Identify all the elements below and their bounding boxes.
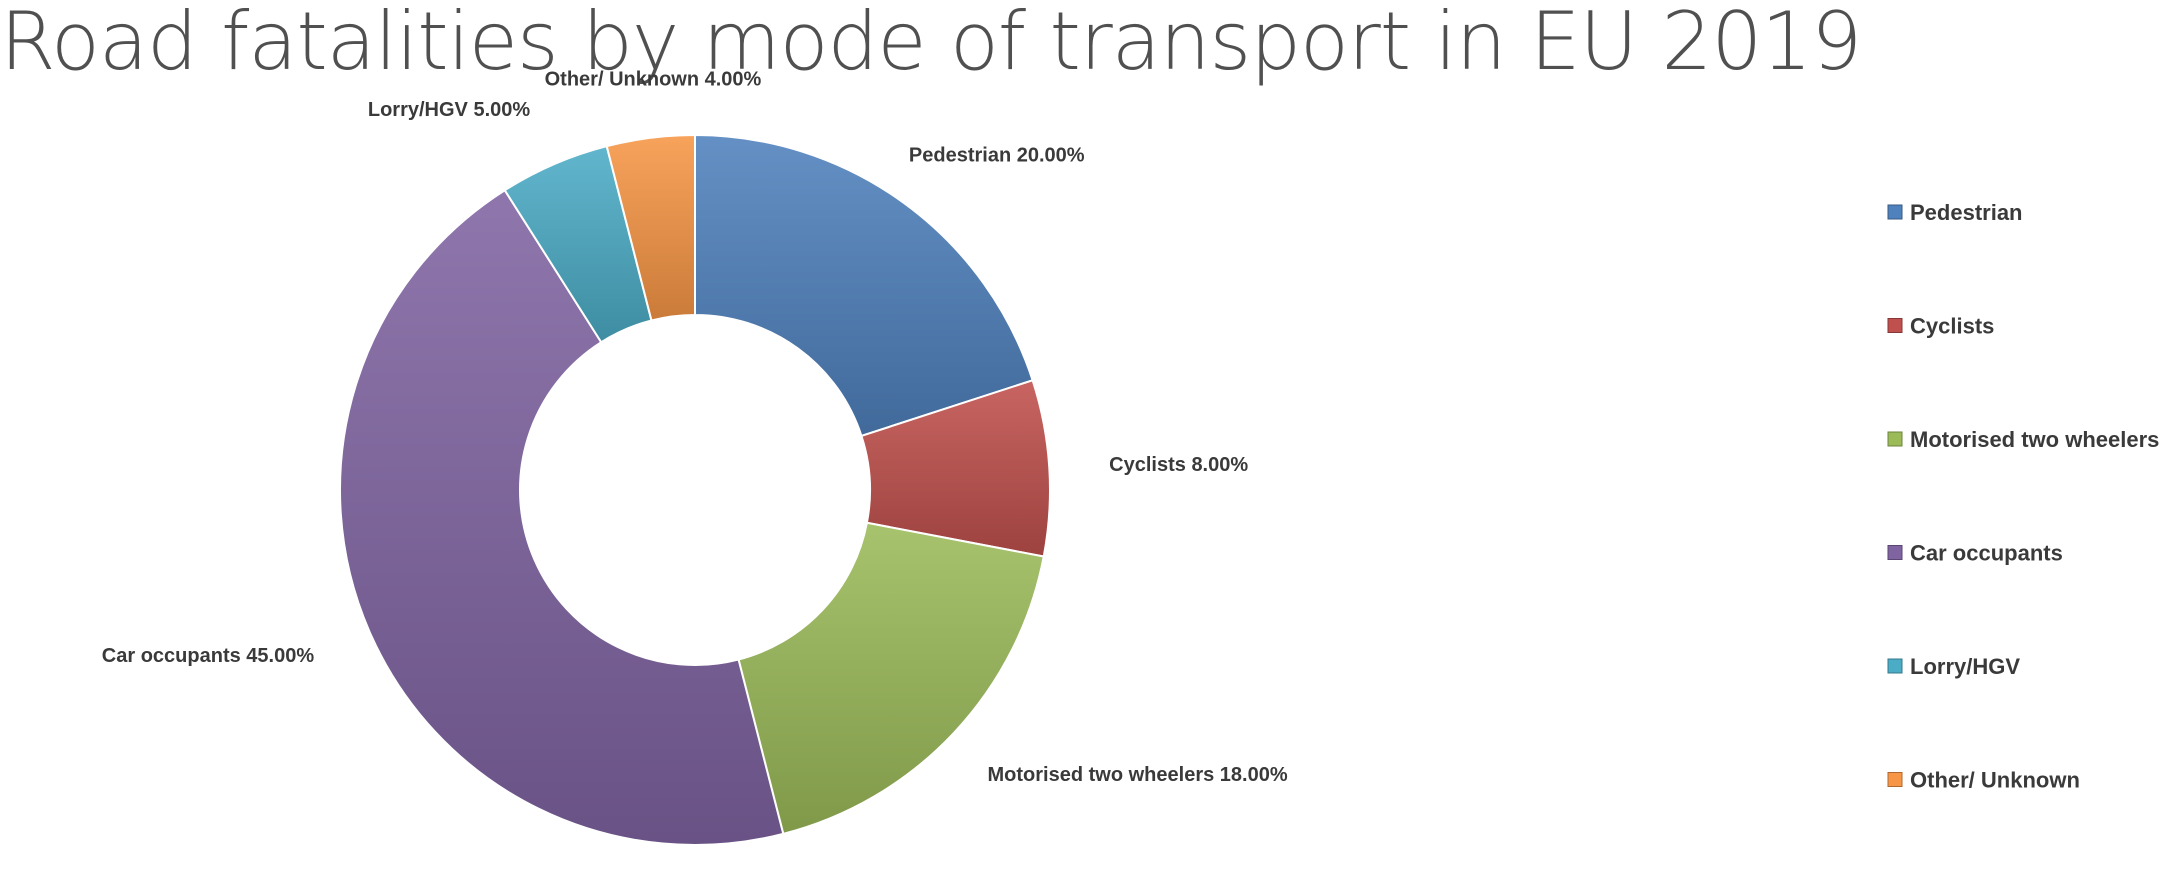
- data-labels-layer: Pedestrian 20.00% Cyclists 8.00% Motorised…: [102, 68, 1288, 786]
- slice-pedestrian: [694, 133, 1034, 438]
- slices-layer: [339, 133, 1051, 846]
- legend-swatch: [1887, 431, 1903, 447]
- data-label-pedestrian: Pedestrian 20.00%: [909, 144, 1085, 166]
- data-label-cyclists: Cyclists 8.00%: [1109, 454, 1248, 476]
- legend-item-pedestrian: Pedestrian: [1887, 200, 2023, 225]
- legend-item-cyclists: Cyclists: [1887, 314, 1994, 339]
- legend-label: Other/ Unknown: [1910, 768, 2080, 793]
- legend-item-car-occupants: Car occupants: [1887, 541, 2063, 566]
- slice-other-unknown: [605, 133, 696, 322]
- data-label-lorry-hgv: Lorry/HGV 5.00%: [368, 99, 531, 121]
- data-label-car-occupants: Car occupants 45.00%: [102, 645, 315, 667]
- legend-label: Lorry/HGV: [1910, 654, 2020, 679]
- data-label-other-unknown: Other/ Unknown 4.00%: [545, 68, 762, 90]
- legend-item-lorry-hgv: Lorry/HGV: [1887, 654, 2020, 679]
- slice-car-occupants: [339, 188, 785, 846]
- legend-swatch: [1887, 545, 1903, 560]
- legend-label: Motorised two wheelers: [1910, 427, 2159, 452]
- legend-label: Cyclists: [1910, 314, 1994, 339]
- data-label-motorised-two-wheelers: Motorised two wheelers 18.00%: [988, 764, 1288, 786]
- legend-swatch: [1887, 658, 1903, 674]
- legend-item-other-unknown: Other/ Unknown: [1887, 768, 2080, 793]
- legend-swatch: [1887, 318, 1903, 333]
- legend-item-motorised-two-wheelers: Motorised two wheelers: [1887, 427, 2159, 452]
- legend-label: Pedestrian: [1910, 200, 2023, 225]
- legend: Pedestrian Cyclists Motorised two wheelers…: [1887, 200, 2159, 793]
- legend-swatch: [1887, 204, 1903, 220]
- slice-motorised-two-wheelers: [737, 521, 1045, 836]
- legend-label: Car occupants: [1910, 541, 2063, 566]
- chart-title: Road fatalities by mode of transport in …: [0, 0, 1862, 88]
- legend-swatch: [1887, 772, 1903, 787]
